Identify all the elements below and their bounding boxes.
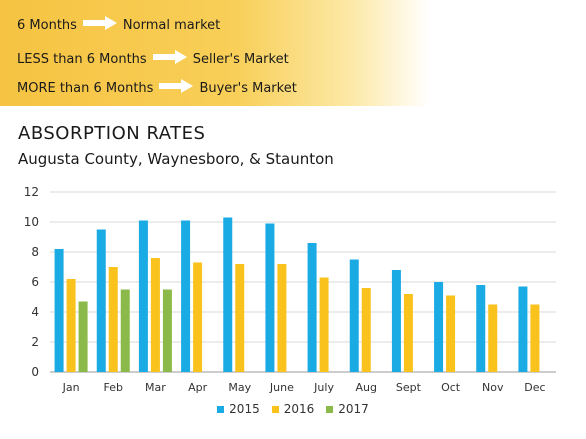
x-tick-label: Feb xyxy=(104,381,123,394)
bar-2016-june xyxy=(277,264,287,372)
bar-2016-may xyxy=(235,264,245,372)
legend-label: 2017 xyxy=(338,402,369,416)
x-axis-ticks: Jan Feb Mar Apr May June July Aug Sept Oct Nov Dec xyxy=(62,381,546,394)
absorption-rate-chart: 0 2 4 6 8 10 12 Jan Feb Mar Apr May June July Aug Sept… xyxy=(24,185,556,394)
right-arrow-icon xyxy=(152,50,187,68)
x-tick-label: Dec xyxy=(524,381,545,394)
y-axis-ticks: 0 2 4 6 8 10 12 xyxy=(24,185,39,379)
y-tick-label: 8 xyxy=(31,245,39,259)
bar-2015-mar xyxy=(138,220,148,372)
chart-legend: 2015 2016 2017 xyxy=(0,400,586,418)
x-tick-label: Oct xyxy=(441,381,461,394)
legend-label: 2016 xyxy=(283,402,315,416)
bar-2015-jan xyxy=(54,249,64,372)
rule-sellers-market: LESS than 6 Months Seller's Market xyxy=(17,48,289,70)
market-rules-banner: 6 Months Normal market LESS than 6 Month… xyxy=(0,0,430,106)
y-tick-label: 2 xyxy=(31,335,39,349)
y-tick-label: 6 xyxy=(31,275,39,289)
rule-result: Seller's Market xyxy=(192,51,289,67)
x-tick-label: Apr xyxy=(188,381,208,394)
bar-2015-may xyxy=(223,217,233,372)
y-tick-label: 4 xyxy=(31,305,39,319)
bar-2015-july xyxy=(307,243,317,372)
rule-condition: LESS than 6 Months xyxy=(17,51,147,67)
x-tick-label: May xyxy=(228,381,251,394)
bar-2016-nov xyxy=(488,304,498,372)
bar-2016-sept xyxy=(403,294,413,372)
bar-2016-feb xyxy=(108,267,118,372)
x-tick-label: July xyxy=(313,381,334,394)
bar-2015-sept xyxy=(391,270,401,372)
bar-2016-apr xyxy=(193,262,203,372)
rule-normal-market: 6 Months Normal market xyxy=(17,14,220,36)
y-tick-label: 12 xyxy=(24,185,39,199)
legend-swatch xyxy=(271,405,279,413)
bar-2017-jan xyxy=(78,301,88,372)
legend-item-2015: 2015 xyxy=(217,402,260,416)
legend-swatch xyxy=(326,405,334,413)
right-arrow-icon xyxy=(82,16,117,34)
rule-condition: MORE than 6 Months xyxy=(17,80,154,96)
bar-2015-nov xyxy=(476,285,486,372)
bar-2015-june xyxy=(265,223,275,372)
legend-label: 2015 xyxy=(229,402,260,416)
rule-condition: 6 Months xyxy=(17,17,77,33)
bar-2016-aug xyxy=(361,288,371,372)
bar-2017-mar xyxy=(162,289,172,372)
rule-result: Normal market xyxy=(122,17,221,33)
x-tick-label: Mar xyxy=(145,381,166,394)
rule-buyers-market: MORE than 6 Months Buyer's Market xyxy=(17,77,297,99)
bar-2015-oct xyxy=(434,282,444,372)
rule-result: Buyer's Market xyxy=(199,80,297,96)
chart-subtitle: Augusta County, Waynesboro, & Staunton xyxy=(18,150,334,168)
legend-item-2017: 2017 xyxy=(326,402,369,416)
right-arrow-icon xyxy=(159,79,194,97)
bar-2015-feb xyxy=(96,229,106,372)
gridlines xyxy=(50,191,556,373)
bar-2015-apr xyxy=(181,220,191,372)
bar-2016-july xyxy=(319,277,329,372)
y-tick-label: 10 xyxy=(24,215,39,229)
bar-2015-aug xyxy=(349,259,359,372)
legend-swatch xyxy=(217,405,225,413)
legend-item-2016: 2016 xyxy=(271,402,315,416)
bars xyxy=(54,217,540,372)
bar-2016-mar xyxy=(150,258,160,372)
x-tick-label: Nov xyxy=(482,381,504,394)
x-tick-label: Aug xyxy=(356,381,377,394)
x-tick-label: Jan xyxy=(62,381,80,394)
x-tick-label: Sept xyxy=(396,381,422,394)
y-tick-label: 0 xyxy=(31,365,39,379)
x-tick-label: June xyxy=(269,381,294,394)
bar-2016-jan xyxy=(66,279,76,372)
chart-title: ABSORPTION RATES xyxy=(18,123,206,144)
bar-2015-dec xyxy=(518,286,528,372)
bar-2016-oct xyxy=(446,295,456,372)
bar-2017-feb xyxy=(120,289,130,372)
bar-2016-dec xyxy=(530,304,540,372)
